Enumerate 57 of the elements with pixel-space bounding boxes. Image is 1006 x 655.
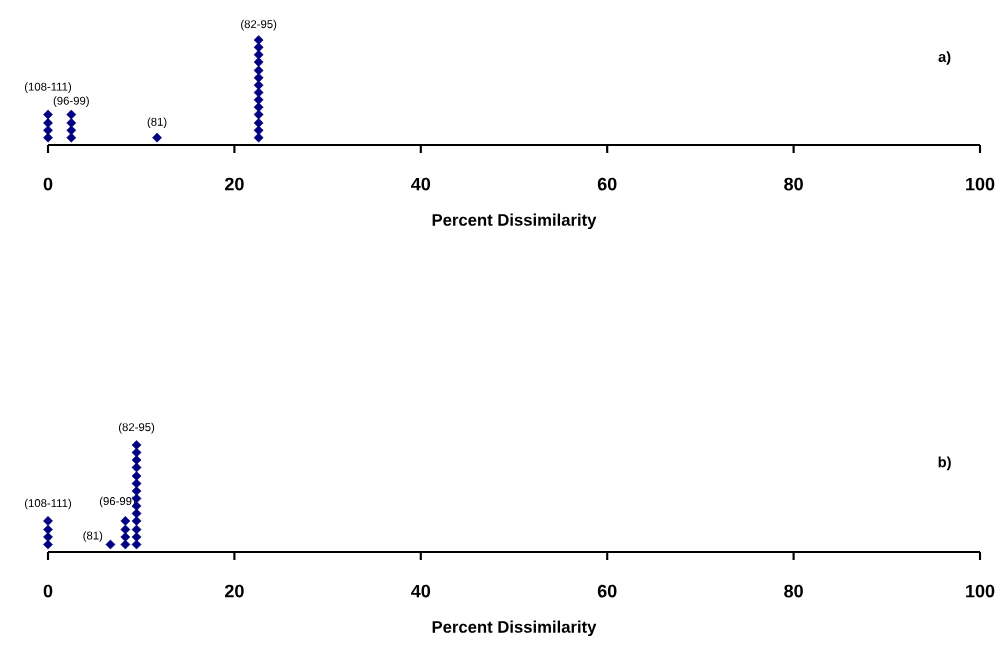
- point: [66, 109, 77, 120]
- point: [131, 539, 142, 550]
- point: [253, 42, 264, 53]
- point: [131, 486, 142, 496]
- point: [66, 118, 77, 128]
- x-tick-label: 100: [966, 584, 995, 598]
- point: [120, 532, 131, 542]
- point: [66, 132, 77, 143]
- annotation: (108-111): [24, 82, 72, 93]
- point: [253, 125, 264, 136]
- point: [131, 478, 142, 489]
- point: [253, 35, 264, 45]
- point: [43, 109, 53, 120]
- point: [120, 539, 131, 550]
- point: [253, 118, 264, 128]
- x-tick-label: 80: [784, 177, 803, 191]
- x-axis-title: Percent Dissimilarity: [432, 213, 597, 230]
- annotation: (108-111): [24, 498, 72, 510]
- x-tick-label: 100: [966, 177, 995, 191]
- x-tick-label: 20: [225, 584, 244, 598]
- point: [131, 440, 142, 450]
- annotation: (81): [83, 531, 103, 542]
- x-tick-label: 20: [225, 177, 244, 191]
- text: a): [938, 51, 951, 65]
- x-tick-label: 60: [597, 177, 617, 191]
- point: [105, 539, 116, 550]
- x-tick-label: 40: [411, 177, 431, 191]
- point: [152, 132, 162, 143]
- point: [131, 447, 142, 458]
- point: [43, 539, 53, 550]
- text: b): [938, 456, 951, 471]
- x-axis-title: Percent Dissimilarity: [432, 620, 597, 637]
- x-tick-label: 80: [784, 584, 803, 598]
- point: [43, 516, 53, 526]
- point: [253, 65, 264, 76]
- point: [253, 132, 264, 143]
- point: [131, 471, 142, 481]
- x-tick-label: 0: [43, 177, 53, 191]
- x-tick-label: 0: [43, 584, 53, 598]
- point: [253, 57, 264, 67]
- point: [131, 455, 142, 465]
- point: [131, 516, 142, 526]
- point: [131, 508, 142, 519]
- point: [131, 462, 142, 473]
- annotation: (96-99): [53, 96, 89, 107]
- annotation: (81): [147, 117, 167, 129]
- x-tick-label: 60: [597, 584, 617, 598]
- annotation: (82-95): [241, 19, 277, 31]
- point: [43, 118, 53, 128]
- point: [66, 125, 77, 136]
- x-tick-label: 40: [411, 584, 431, 598]
- point: [131, 524, 142, 535]
- point: [131, 532, 142, 542]
- point: [43, 524, 53, 535]
- point: [120, 524, 131, 535]
- point: [120, 516, 131, 526]
- annotation: (82-95): [118, 422, 155, 434]
